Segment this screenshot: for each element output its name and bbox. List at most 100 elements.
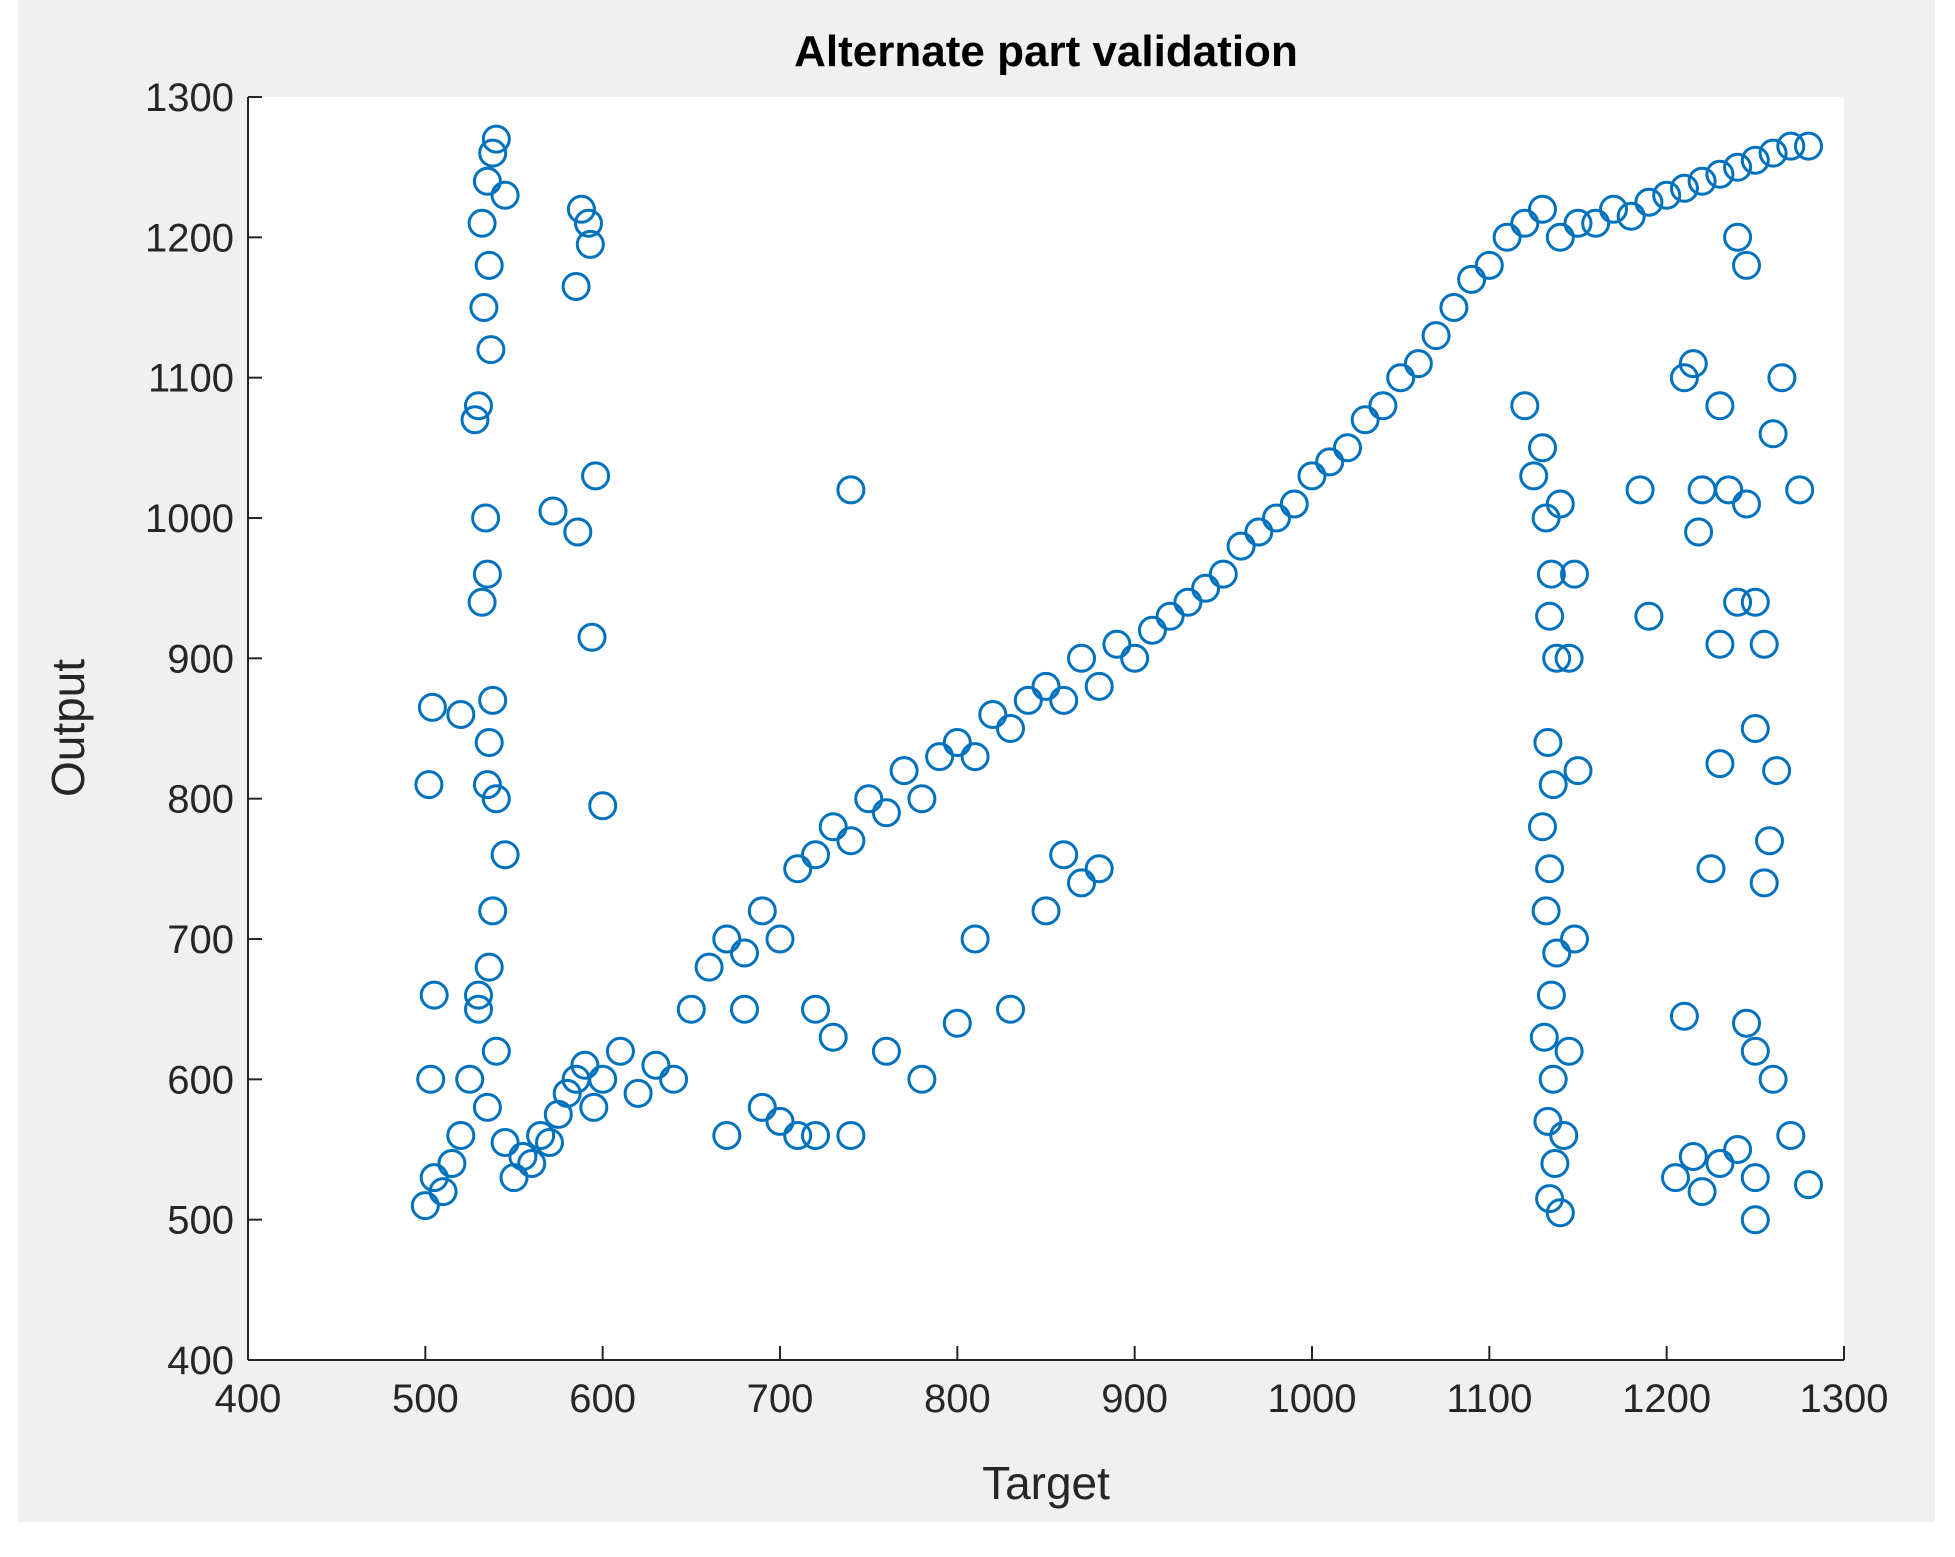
data-point [446, 1121, 476, 1150]
data-point [1545, 489, 1575, 519]
data-point [1723, 1135, 1753, 1164]
data-point [1208, 559, 1238, 589]
data-point [1457, 264, 1487, 294]
x-tick-label: 1300 [1800, 1377, 1889, 1421]
data-point [526, 1121, 556, 1150]
data-point [417, 692, 447, 722]
data-point [1687, 1177, 1717, 1207]
data-point [1535, 601, 1565, 631]
x-tick-label: 500 [392, 1377, 459, 1421]
y-tick-label: 1200 [145, 216, 234, 260]
data-point [1084, 854, 1114, 884]
data-point [747, 896, 777, 926]
data-point [538, 496, 568, 526]
x-tick-label: 600 [569, 1377, 636, 1421]
x-tick-label: 900 [1101, 1377, 1168, 1421]
data-point [1732, 489, 1761, 519]
data-point [801, 1121, 830, 1150]
data-point [476, 335, 506, 365]
data-point [1563, 756, 1593, 786]
data-point [1531, 896, 1561, 926]
data-point [1031, 896, 1061, 926]
data-point [1191, 573, 1221, 603]
data-point [472, 559, 502, 589]
data-point [712, 1121, 742, 1150]
data-point [581, 461, 611, 491]
data-point [818, 1022, 848, 1052]
y-tick-label: 1000 [145, 497, 234, 541]
x-tick-label: 400 [215, 1377, 282, 1421]
data-point [836, 1121, 866, 1150]
data-point [1758, 1064, 1788, 1094]
data-point [712, 924, 742, 954]
data-point [996, 714, 1025, 743]
data-point [907, 1064, 937, 1094]
chart-title: Alternate part validation [794, 27, 1298, 76]
data-point [1368, 391, 1398, 421]
data-point [446, 700, 476, 729]
data-point [1616, 201, 1646, 231]
data-point [481, 784, 511, 814]
data-point [467, 587, 497, 617]
y-tick-label: 700 [167, 918, 234, 962]
data-point [464, 980, 493, 1010]
data-point [552, 1078, 582, 1108]
data-point [1155, 601, 1185, 631]
y-tick-label: 800 [167, 778, 234, 822]
data-point [1661, 1163, 1690, 1193]
data-point [1528, 194, 1557, 224]
data-point [467, 208, 497, 238]
data-point [490, 1128, 520, 1157]
data-point [1687, 166, 1717, 196]
data-point [1581, 208, 1611, 238]
data-point [1732, 250, 1761, 280]
data-point [1439, 293, 1469, 322]
data-point [1279, 489, 1309, 519]
data-point [1333, 433, 1362, 463]
data-point [801, 994, 830, 1024]
data-point [1542, 643, 1572, 673]
data-point [577, 622, 607, 652]
data-point [1749, 629, 1779, 659]
data-point [478, 685, 508, 715]
scatter-markers [410, 124, 1823, 1235]
data-point [416, 1064, 446, 1094]
data-point [1226, 531, 1256, 561]
data-point [1723, 152, 1753, 182]
data-point [472, 770, 502, 800]
data-point [490, 840, 520, 870]
data-point [1652, 180, 1682, 210]
data-point [659, 1064, 689, 1094]
y-tick-label: 400 [167, 1339, 234, 1383]
x-tick-label: 1100 [1446, 1377, 1532, 1421]
data-point [1519, 461, 1549, 491]
y-tick-label: 1300 [145, 76, 234, 120]
data-point [1528, 812, 1557, 842]
data-point [641, 1050, 671, 1080]
data-point [517, 1149, 547, 1178]
data-point [1297, 461, 1327, 491]
data-point [570, 1050, 600, 1080]
data-point [1350, 405, 1380, 435]
data-point [960, 924, 990, 954]
data-point [1785, 475, 1815, 505]
data-point [1755, 826, 1784, 856]
data-point [1684, 517, 1714, 547]
data-point [428, 1177, 458, 1207]
data-point [574, 208, 603, 238]
data-point [490, 180, 520, 210]
data-point [419, 980, 449, 1010]
data-point [960, 742, 990, 772]
data-point [783, 1121, 813, 1150]
data-point [1067, 868, 1096, 898]
data-point [437, 1149, 467, 1178]
data-point [1067, 643, 1096, 673]
y-tick-label: 900 [167, 637, 234, 681]
data-point [588, 791, 618, 821]
plot-area [248, 97, 1844, 1360]
data-point [1421, 321, 1451, 351]
data-point [747, 1092, 777, 1122]
data-point [1794, 131, 1823, 161]
data-point [1510, 208, 1540, 238]
data-point [1084, 671, 1114, 701]
